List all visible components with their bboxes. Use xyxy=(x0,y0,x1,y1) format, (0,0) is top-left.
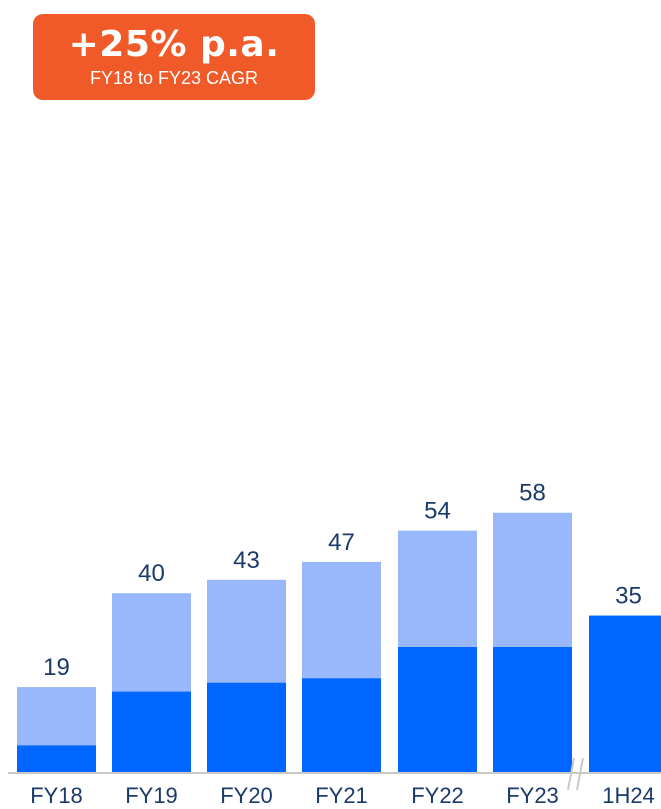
bar-top-fy22 xyxy=(398,530,477,647)
category-label-fy22: FY22 xyxy=(411,783,464,808)
cagr-badge: +25% p.a. FY18 to FY23 CAGR xyxy=(33,14,315,100)
cagr-headline: +25% p.a. xyxy=(68,24,280,65)
bar-bottom-fy22 xyxy=(398,646,477,772)
total-label-1h24: 35 xyxy=(615,583,642,610)
bar-top-fy21 xyxy=(302,561,381,679)
total-label-fy23: 58 xyxy=(519,480,546,507)
axis-break-mark xyxy=(567,757,575,791)
bar-bottom-fy20 xyxy=(207,682,286,772)
bar-top-fy19 xyxy=(112,593,191,692)
bar-top-fy18 xyxy=(17,687,96,746)
bar-bottom-fy23 xyxy=(493,646,572,772)
cagr-subtitle: FY18 to FY23 CAGR xyxy=(89,68,259,88)
bar-bottom-fy18 xyxy=(17,745,96,772)
category-label-fy21: FY21 xyxy=(315,783,368,808)
bar-bottom-1h24 xyxy=(589,615,661,772)
total-label-fy20: 43 xyxy=(233,547,260,574)
bar-bottom-fy19 xyxy=(112,691,191,772)
category-label-fy20: FY20 xyxy=(220,783,273,808)
bar-top-fy20 xyxy=(207,579,286,683)
bar-top-fy23 xyxy=(493,512,572,647)
axis-break-mark xyxy=(576,757,584,791)
total-label-fy22: 54 xyxy=(424,498,451,525)
bar-bottom-fy21 xyxy=(302,678,381,772)
total-label-fy21: 47 xyxy=(328,529,355,556)
total-label-fy19: 40 xyxy=(138,560,165,587)
category-label-fy18: FY18 xyxy=(30,783,83,808)
category-label-fy23: FY23 xyxy=(506,783,559,808)
category-label-fy19: FY19 xyxy=(125,783,178,808)
total-label-fy18: 19 xyxy=(43,654,70,681)
category-label-1h24: 1H24 xyxy=(602,783,655,808)
